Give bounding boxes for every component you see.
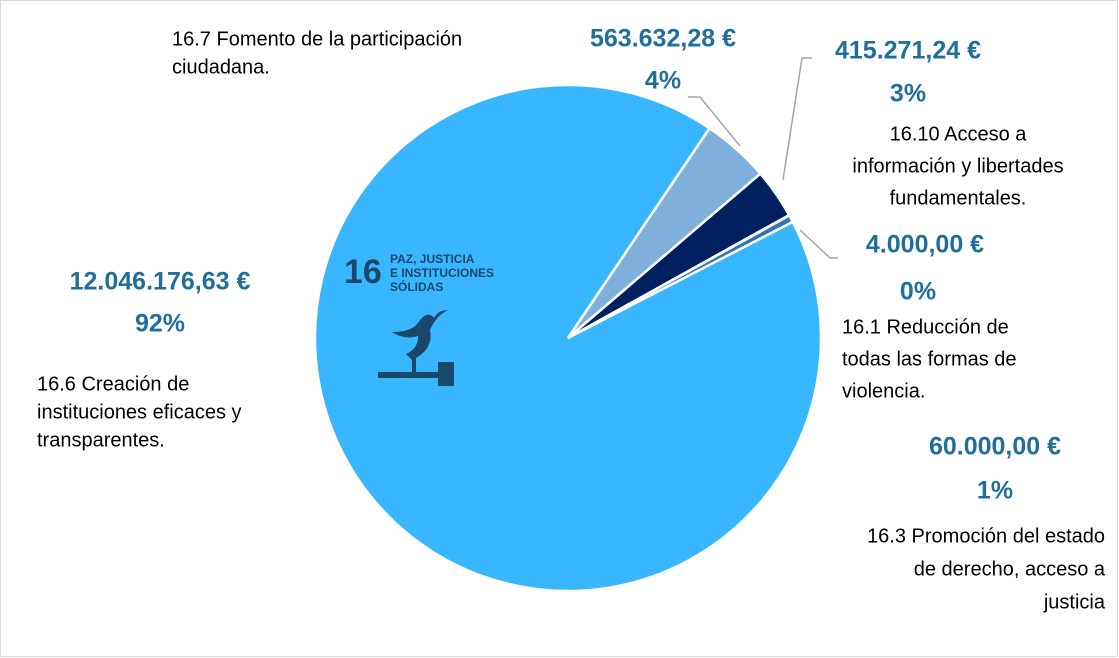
category-label: información y libertades bbox=[852, 155, 1063, 177]
value-label: 415.271,24 € bbox=[835, 37, 981, 65]
percent-label: 3% bbox=[890, 80, 926, 108]
category-label: 16.10 Acceso a bbox=[890, 123, 1028, 145]
pie bbox=[313, 83, 823, 593]
category-label: 16.6 Creación de bbox=[37, 373, 189, 395]
percent-label: 92% bbox=[135, 310, 185, 338]
percent-label: 0% bbox=[900, 278, 936, 306]
value-label: 4.000,00 € bbox=[866, 231, 984, 259]
category-label: violencia. bbox=[842, 380, 925, 402]
leader-line bbox=[688, 96, 741, 147]
category-label: instituciones eficaces y bbox=[37, 401, 242, 423]
category-label: fundamentales. bbox=[890, 187, 1027, 209]
category-label: ciudadana. bbox=[172, 56, 270, 78]
logo-text: E INSTITUCIONES bbox=[390, 266, 494, 280]
value-label: 60.000,00 € bbox=[929, 433, 1061, 461]
category-label: 16.3 Promoción del estado bbox=[867, 525, 1105, 547]
leader-line bbox=[799, 229, 838, 259]
category-label: justicia bbox=[1043, 591, 1106, 613]
leader-line bbox=[782, 57, 812, 181]
dove-icon bbox=[378, 310, 454, 386]
category-label: todas las formas de bbox=[842, 348, 1017, 370]
logo-number: 16 bbox=[344, 253, 382, 291]
value-label: 12.046.176,63 € bbox=[70, 268, 251, 296]
logo-text: PAZ, JUSTICIA bbox=[390, 252, 475, 266]
category-label: 16.1 Reducción de bbox=[842, 316, 1009, 338]
percent-label: 4% bbox=[645, 67, 681, 95]
logo-text: SÓLIDAS bbox=[390, 279, 443, 294]
category-label: 16.7 Fomento de la participación bbox=[172, 28, 462, 50]
category-label: de derecho, acceso a bbox=[914, 558, 1106, 580]
percent-label: 1% bbox=[977, 477, 1013, 505]
value-label: 563.632,28 € bbox=[590, 25, 736, 53]
pie-slice bbox=[313, 83, 823, 593]
category-label: transparentes. bbox=[37, 429, 165, 451]
